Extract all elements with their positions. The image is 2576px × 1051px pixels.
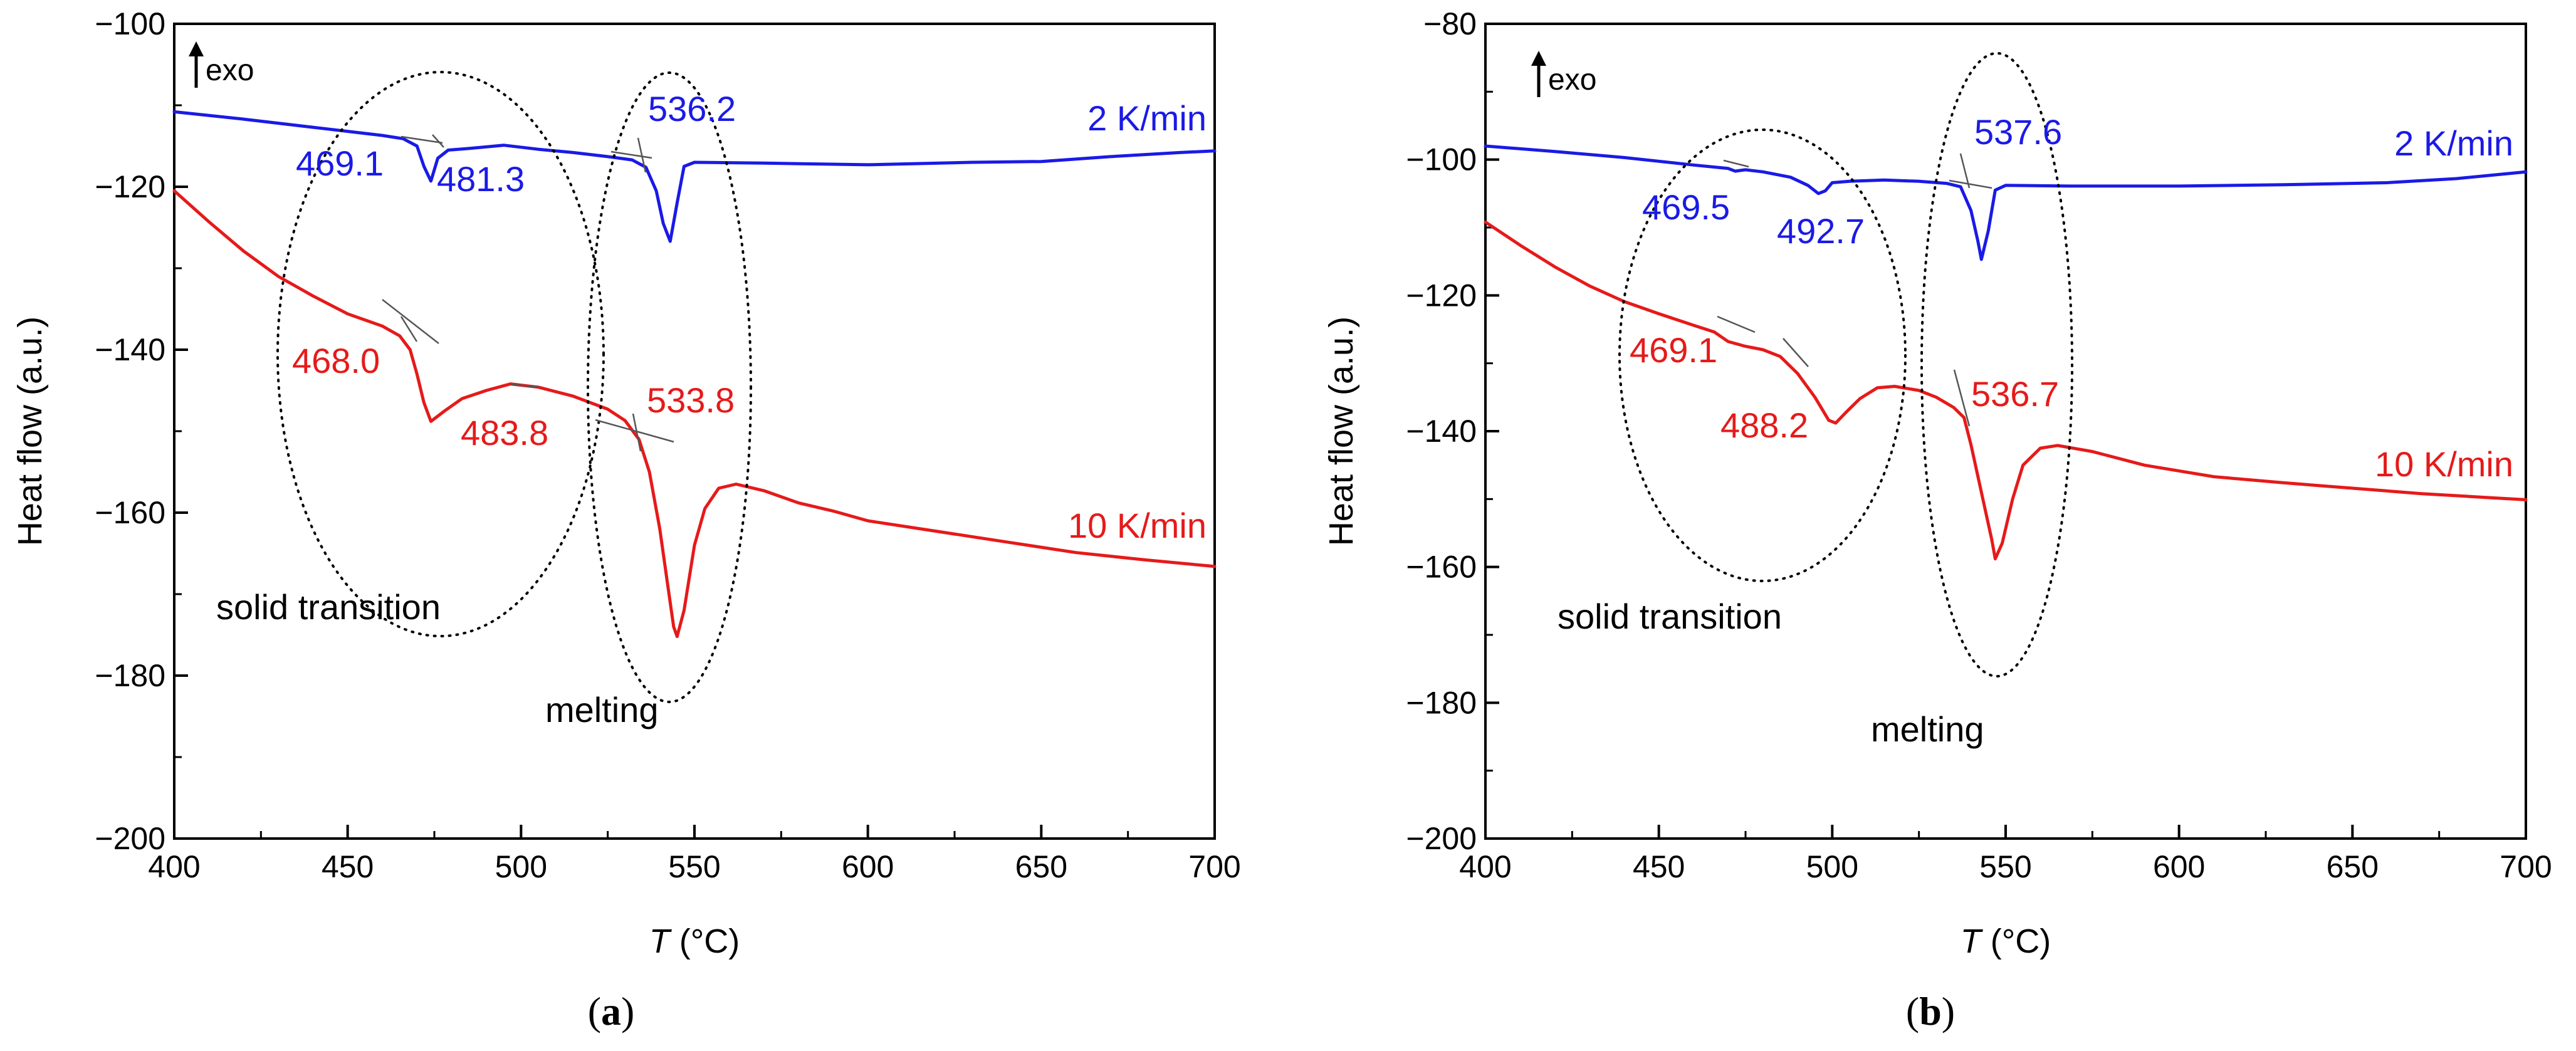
onset-line bbox=[1953, 369, 1971, 427]
annotation-label: 468.0 bbox=[292, 341, 380, 380]
onset-line bbox=[401, 135, 443, 144]
annotation-label: 483.8 bbox=[461, 413, 548, 452]
onset-line bbox=[610, 150, 652, 159]
series-label-2kmin: 2 K/min bbox=[2394, 123, 2513, 163]
annotation-label: 536.2 bbox=[648, 89, 736, 128]
x-tick-label: 450 bbox=[322, 849, 374, 884]
series-line-2-k-min bbox=[172, 110, 1217, 243]
y-tick-label: −140 bbox=[1406, 414, 1477, 449]
x-axis-title-symbol: T bbox=[1961, 923, 1984, 960]
panel-label-a: (a) bbox=[588, 989, 635, 1033]
melting-ellipse bbox=[587, 71, 752, 703]
y-tick-label: −180 bbox=[95, 658, 165, 693]
y-tick-label: −160 bbox=[95, 495, 165, 530]
onset-line bbox=[432, 134, 444, 148]
x-tick-label: 600 bbox=[2153, 849, 2205, 884]
x-axis-title-unit: (°C) bbox=[1981, 923, 2051, 960]
x-tick-label: 700 bbox=[1188, 849, 1240, 884]
y-tick-label: −100 bbox=[1406, 142, 1477, 177]
annotation-label: 469.1 bbox=[1630, 330, 1717, 370]
x-tick-label: 400 bbox=[148, 849, 200, 884]
x-tick-label: 500 bbox=[1806, 849, 1858, 884]
series-label-2kmin: 2 K/min bbox=[1087, 98, 1207, 138]
y-tick-label: −120 bbox=[95, 169, 165, 204]
onset-line bbox=[595, 419, 674, 443]
annotation-label: 533.8 bbox=[647, 380, 735, 420]
solid-transition-ellipse bbox=[276, 71, 605, 637]
onset-line bbox=[382, 299, 439, 344]
series-layer bbox=[1484, 144, 2528, 561]
x-tick-label: 550 bbox=[1979, 849, 2031, 884]
x-tick-label: 450 bbox=[1633, 849, 1685, 884]
y-tick-label: −160 bbox=[1406, 550, 1477, 585]
onset-line bbox=[1717, 315, 1756, 333]
region-label-solid-transition: solid transition bbox=[1558, 597, 1782, 636]
series-line-10-k-min bbox=[1484, 220, 2528, 561]
melting-ellipse bbox=[1920, 52, 2073, 677]
y-axis-title: Heat flow (a.u.) bbox=[1322, 316, 1360, 546]
y-tick-label: −180 bbox=[1406, 685, 1477, 720]
ticks: 400 450 500 550 600 650 700 −200 −180 −160 −140 −12… bbox=[95, 6, 1240, 884]
y-tick-label: −140 bbox=[95, 332, 165, 367]
x-axis-title-symbol: T bbox=[649, 923, 673, 960]
x-tick-label: 700 bbox=[2500, 849, 2552, 884]
exo-label: exo bbox=[206, 54, 254, 87]
solid-transition-ellipse bbox=[1618, 128, 1907, 582]
x-tick-label: 550 bbox=[668, 849, 720, 884]
onset-line bbox=[637, 137, 647, 173]
annotation-label: 469.1 bbox=[296, 144, 384, 183]
panel-label-b: (b) bbox=[1906, 989, 1955, 1033]
panel-letter-a: a bbox=[601, 989, 621, 1033]
onset-line bbox=[632, 413, 642, 452]
chart-panel-a: 400 450 500 550 600 650 700 −200 −180 −160 −140 −12… bbox=[11, 6, 1241, 1033]
y-tick-label: −120 bbox=[1406, 278, 1477, 313]
x-axis-title-unit: (°C) bbox=[670, 923, 740, 960]
ticks: 400 450 500 550 600 650 700 −200 −180 −160 −140 −12… bbox=[1406, 6, 2552, 884]
onset-line bbox=[1959, 153, 1971, 189]
y-tick-label: −100 bbox=[95, 6, 165, 41]
region-label-solid-transition: solid transition bbox=[216, 587, 441, 627]
series-label-10kmin: 10 K/min bbox=[2375, 444, 2513, 484]
onset-line bbox=[1723, 159, 1749, 168]
x-tick-label: 400 bbox=[1459, 849, 1511, 884]
annotation-label: 469.5 bbox=[1642, 187, 1730, 227]
region-label-melting: melting bbox=[1871, 709, 1984, 749]
onset-line bbox=[1783, 338, 1809, 367]
exo-arrowhead-icon bbox=[1531, 51, 1546, 66]
y-axis-title: Heat flow (a.u.) bbox=[11, 316, 49, 546]
annotation-label: 537.6 bbox=[1974, 112, 2062, 152]
annotation-label: 492.7 bbox=[1777, 211, 1865, 251]
exo-label: exo bbox=[1548, 63, 1596, 97]
series-line-2-k-min bbox=[1484, 144, 2528, 261]
y-tick-label: −200 bbox=[1406, 821, 1477, 856]
region-label-melting: melting bbox=[545, 690, 659, 729]
onset-line bbox=[400, 316, 418, 342]
onset-line bbox=[1949, 179, 1992, 189]
x-tick-label: 650 bbox=[1015, 849, 1067, 884]
x-tick-label: 500 bbox=[495, 849, 547, 884]
onset-line bbox=[510, 383, 540, 389]
panel-letter-b: b bbox=[1919, 989, 1942, 1033]
y-tick-label: −80 bbox=[1423, 6, 1477, 41]
x-axis-title: T (°C) bbox=[1961, 923, 2051, 960]
series-label-10kmin: 10 K/min bbox=[1068, 506, 1207, 545]
y-tick-label: −200 bbox=[95, 821, 165, 856]
chart-panel-b: 400 450 500 550 600 650 700 −200 −180 −160 −140 −12… bbox=[1322, 6, 2552, 1033]
x-axis-title: T (°C) bbox=[649, 923, 740, 960]
annotation-label: 481.3 bbox=[437, 159, 525, 199]
x-tick-label: 650 bbox=[2327, 849, 2379, 884]
annotation-label: 488.2 bbox=[1720, 405, 1808, 445]
exo-arrowhead-icon bbox=[189, 41, 204, 56]
annotation-label: 536.7 bbox=[1971, 374, 2059, 414]
x-tick-label: 600 bbox=[842, 849, 894, 884]
